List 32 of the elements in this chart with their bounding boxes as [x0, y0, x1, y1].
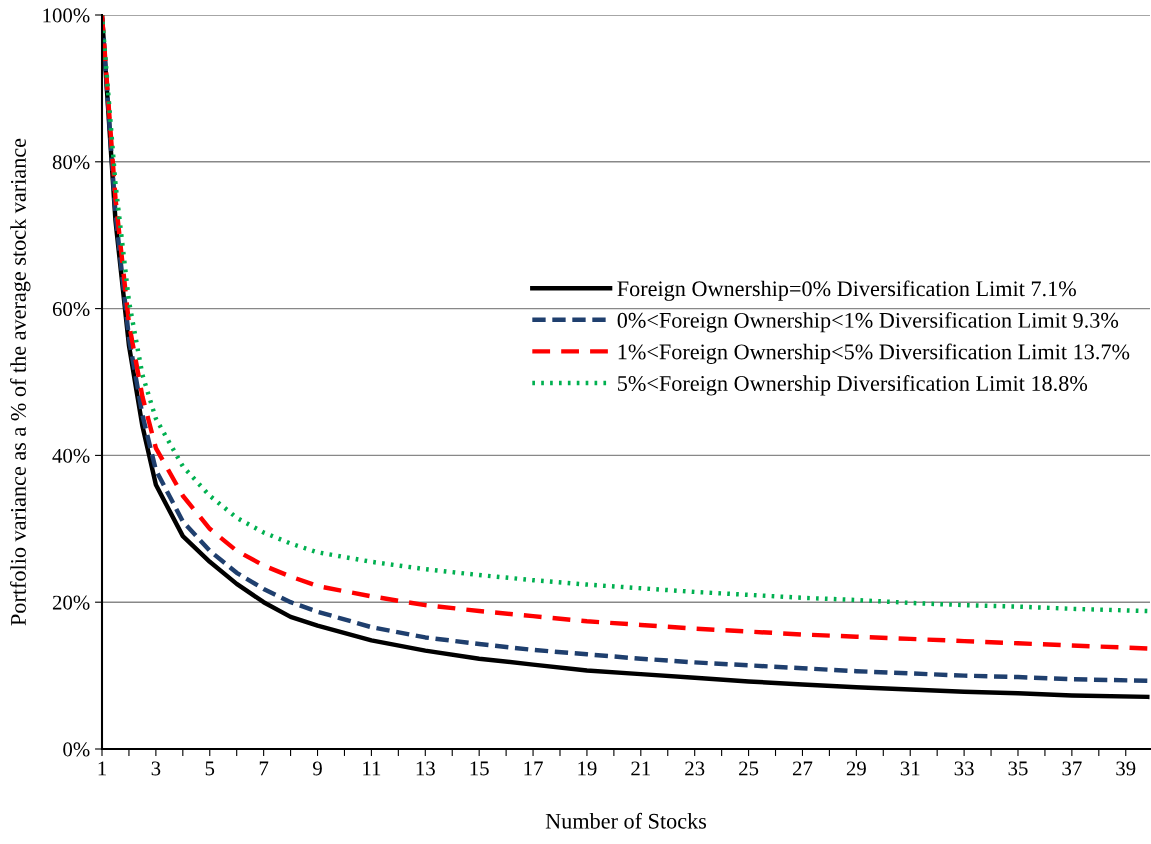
- y-tick-label: 60%: [52, 301, 90, 317]
- x-tick-label: 37: [1062, 761, 1082, 776]
- x-tick-label: 21: [631, 761, 650, 776]
- y-tick-label: 80%: [52, 155, 90, 170]
- x-tick-label: 3: [151, 761, 161, 776]
- x-tick-label: 7: [259, 761, 269, 776]
- legend-label: 0%<Foreign Ownership<1% Diversification Limit 9.3%: [617, 311, 1119, 333]
- x-tick-label: 17: [524, 761, 543, 776]
- y-tick-label: 40%: [52, 448, 90, 463]
- x-axis-title: Number of Stocks: [545, 812, 707, 829]
- x-tick-label: 15: [470, 761, 489, 776]
- legend-label: Foreign Ownership=0% Diversification Limit 7.1%: [617, 280, 1076, 301]
- y-tick-label: 20%: [52, 595, 90, 610]
- legend-label: 5%<Foreign Ownership Diversification Limit 18.8%: [618, 375, 1088, 396]
- x-tick-label: 23: [685, 761, 705, 776]
- y-tick-label: 100%: [43, 8, 90, 23]
- y-axis-title: Portfolio variance as a % of the average stock variance: [10, 138, 31, 626]
- x-tick-label: 19: [578, 761, 597, 776]
- x-tick-label: 25: [739, 761, 759, 776]
- x-tick-label: 5: [205, 761, 215, 776]
- x-tick-label: 13: [416, 761, 435, 776]
- y-tick-label: 0%: [63, 742, 90, 757]
- x-tick-label: 39: [1116, 761, 1136, 776]
- x-tick-label: 9: [312, 761, 322, 776]
- x-tick-label: 33: [954, 761, 974, 776]
- x-tick-label: 11: [363, 761, 381, 776]
- legend-label: 1%<Foreign Ownership<5% Diversification Limit 13.7%: [618, 343, 1130, 364]
- x-tick-label: 35: [1008, 761, 1028, 776]
- x-tick-label: 27: [792, 761, 813, 776]
- x-tick-label: 1: [98, 761, 106, 776]
- x-tick-label: 29: [846, 761, 866, 776]
- x-tick-label: 31: [900, 761, 920, 776]
